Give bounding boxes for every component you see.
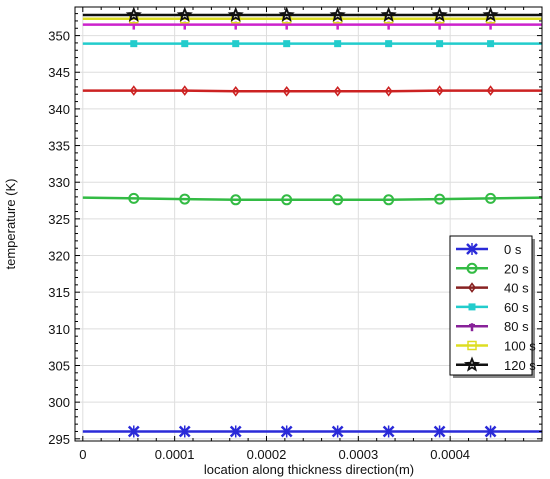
y-tick-label: 335 [48,139,70,154]
x-tick-label: 0.0003 [338,447,378,462]
legend-marker [469,323,475,332]
data-point [281,194,293,206]
data-point [482,6,499,22]
legend-entry: 100 s [456,339,536,354]
ticks: 0 0.0001 0.0002 0.0003 0.0004 295 300 305 310 315… [48,7,542,462]
data-point [130,40,138,48]
legend-label: 40 s [504,281,529,296]
data-point [230,194,242,206]
y-tick-label: 325 [48,212,70,227]
y-tick-label: 300 [48,395,70,410]
data-point [178,425,191,438]
data-point [487,40,495,48]
data-point [127,425,140,438]
x-tick-label: 0.0002 [247,447,287,462]
data-point [333,85,342,97]
data-point [176,6,193,22]
data-point [282,85,291,97]
data-point [179,193,191,205]
legend: 0 s 20 s 40 s 60 s 80 s 100 s 120 s [449,235,536,378]
legend-entry: 20 s [456,261,529,276]
y-axis-title: temperature (K) [3,178,18,269]
x-tick-label: 0 [79,447,86,462]
data-point [436,40,444,48]
legend-marker [463,356,481,372]
data-point [385,40,393,48]
legend-marker [468,282,476,293]
legend-entry: 60 s [456,300,529,315]
x-axis-title: location along thickness direction(m) [204,462,414,477]
data-point [180,85,189,96]
series-40s [82,85,542,97]
data-point [278,6,295,22]
data-point [128,192,140,204]
data-point [181,40,189,48]
legend-box [449,235,533,376]
plot-frame [74,6,543,442]
y-tick-label: 340 [48,102,70,117]
legend-label: 80 s [504,319,529,334]
legend-label: 60 s [504,300,529,315]
series-80s [82,21,542,30]
data-point [280,425,293,438]
y-tick-label: 345 [48,65,70,80]
series-20s [82,192,543,206]
series-line [82,89,542,93]
data-point [433,425,446,438]
data-point [129,85,138,96]
data-point [435,85,444,96]
data-point [384,85,393,97]
legend-label: 100 s [504,339,536,354]
data-point [125,6,142,22]
series-120s [82,6,542,22]
data-point [434,193,446,205]
data-point [382,425,395,438]
data-point [485,192,497,204]
series-60s [82,40,542,48]
legend-marker [468,303,476,311]
x-tick-label: 0.0001 [155,447,195,462]
y-tick-label: 310 [48,322,70,337]
data-point [332,194,344,206]
legend-label: 20 s [504,261,529,276]
data-point [380,6,397,22]
series-0s [82,425,542,438]
legend-entry: 40 s [456,281,529,296]
legend-marker [467,340,477,351]
legend-entry: 80 s [456,319,529,334]
legend-marker [466,262,478,274]
x-tick-label: 0.0004 [430,447,470,462]
data-point [227,6,244,22]
legend-label: 0 s [504,242,522,257]
legend-marker [466,243,478,255]
data-point [283,40,291,48]
data-point [331,425,344,438]
data-point [329,6,346,22]
data-point [229,425,242,438]
data-point [232,40,240,48]
y-tick-label: 295 [48,432,70,447]
data-point [383,194,395,206]
data-point [431,6,448,22]
series-line [82,196,543,202]
data-point [486,85,495,96]
legend-entry: 0 s [456,242,522,257]
y-tick-label: 350 [48,29,70,44]
legend-entry: 120 s [456,356,536,373]
y-tick-label: 315 [48,285,70,300]
data-point [484,425,497,438]
series-layer [82,6,543,438]
data-point [334,40,342,48]
y-tick-label: 305 [48,358,70,373]
legend-label: 120 s [504,358,536,373]
y-tick-label: 330 [48,175,70,190]
grid [75,7,542,441]
y-tick-label: 320 [48,249,70,264]
data-point [231,85,240,97]
